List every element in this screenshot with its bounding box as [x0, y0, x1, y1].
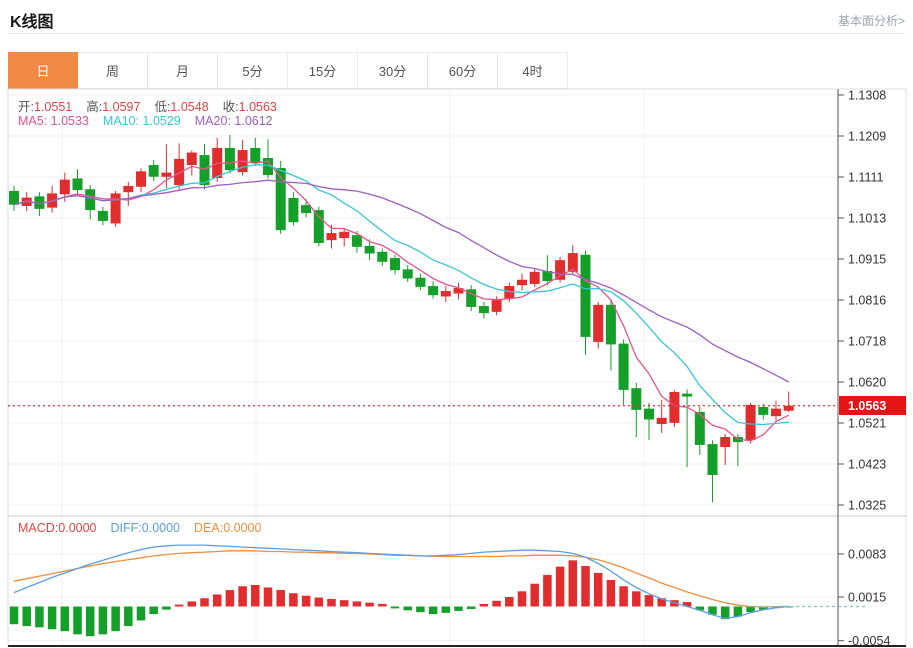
svg-text:0.0083: 0.0083	[848, 548, 886, 562]
diff-line	[13, 544, 789, 620]
svg-text:1.1111: 1.1111	[848, 171, 883, 185]
svg-text:1.0620: 1.0620	[848, 376, 886, 390]
macd-axis: 0.0083 0.0015 -0.0054	[838, 548, 890, 648]
ma10-line	[13, 164, 789, 426]
tab-day[interactable]: 日	[8, 52, 78, 89]
period-tabs: 日 周 月 5分 15分 30分 60分 4时	[8, 52, 568, 89]
tab-5min[interactable]: 5分	[218, 52, 288, 89]
tab-60min[interactable]: 60分	[428, 52, 498, 89]
tab-week[interactable]: 周	[78, 52, 148, 89]
svg-text:1.1013: 1.1013	[848, 212, 886, 226]
macd-lines-layer	[13, 544, 868, 620]
macd-legend: MACD:0.0000 DIFF:0.0000 DEA:0.0000	[18, 521, 262, 535]
tab-15min[interactable]: 15分	[288, 52, 358, 89]
svg-text:1.0521: 1.0521	[848, 417, 886, 431]
tab-4hour[interactable]: 4时	[498, 52, 568, 89]
header-divider	[8, 33, 905, 34]
svg-text:1.1308: 1.1308	[848, 89, 886, 103]
tab-month[interactable]: 月	[148, 52, 218, 89]
svg-text:1.0718: 1.0718	[848, 335, 886, 349]
ma-legend: MA5: 1.0533 MA10: 1.0529 MA20: 1.0612	[18, 114, 273, 128]
current-price-badge: 1.0563	[839, 396, 906, 415]
ohlc-legend: 开:1.0551 高:1.0597 低:1.0548 收:1.0563	[18, 100, 277, 114]
tab-30min[interactable]: 30分	[358, 52, 428, 89]
chart-frame	[7, 88, 907, 647]
svg-text:1.0915: 1.0915	[848, 253, 886, 267]
chart-gridlines	[8, 89, 838, 646]
ma20-line	[13, 179, 790, 383]
svg-text:1.0325: 1.0325	[848, 499, 886, 513]
svg-text:1.0423: 1.0423	[848, 458, 886, 472]
macd-histogram-layer	[9, 560, 793, 637]
page-title: K线图	[10, 14, 54, 31]
svg-text:1.0816: 1.0816	[848, 294, 886, 308]
fundamental-analysis-link[interactable]: 基本面分析>	[837, 14, 905, 28]
price-axis: 1.1308 1.1209 1.1111 1.1013 1.0915 1.0816 1.07…	[838, 89, 886, 513]
svg-text:0.0015: 0.0015	[848, 591, 886, 605]
svg-text:1.1209: 1.1209	[848, 130, 886, 144]
dea-line	[13, 550, 789, 608]
candles-layer	[9, 135, 794, 503]
ma-lines-layer	[13, 160, 790, 442]
svg-text:-0.0054: -0.0054	[848, 634, 890, 648]
